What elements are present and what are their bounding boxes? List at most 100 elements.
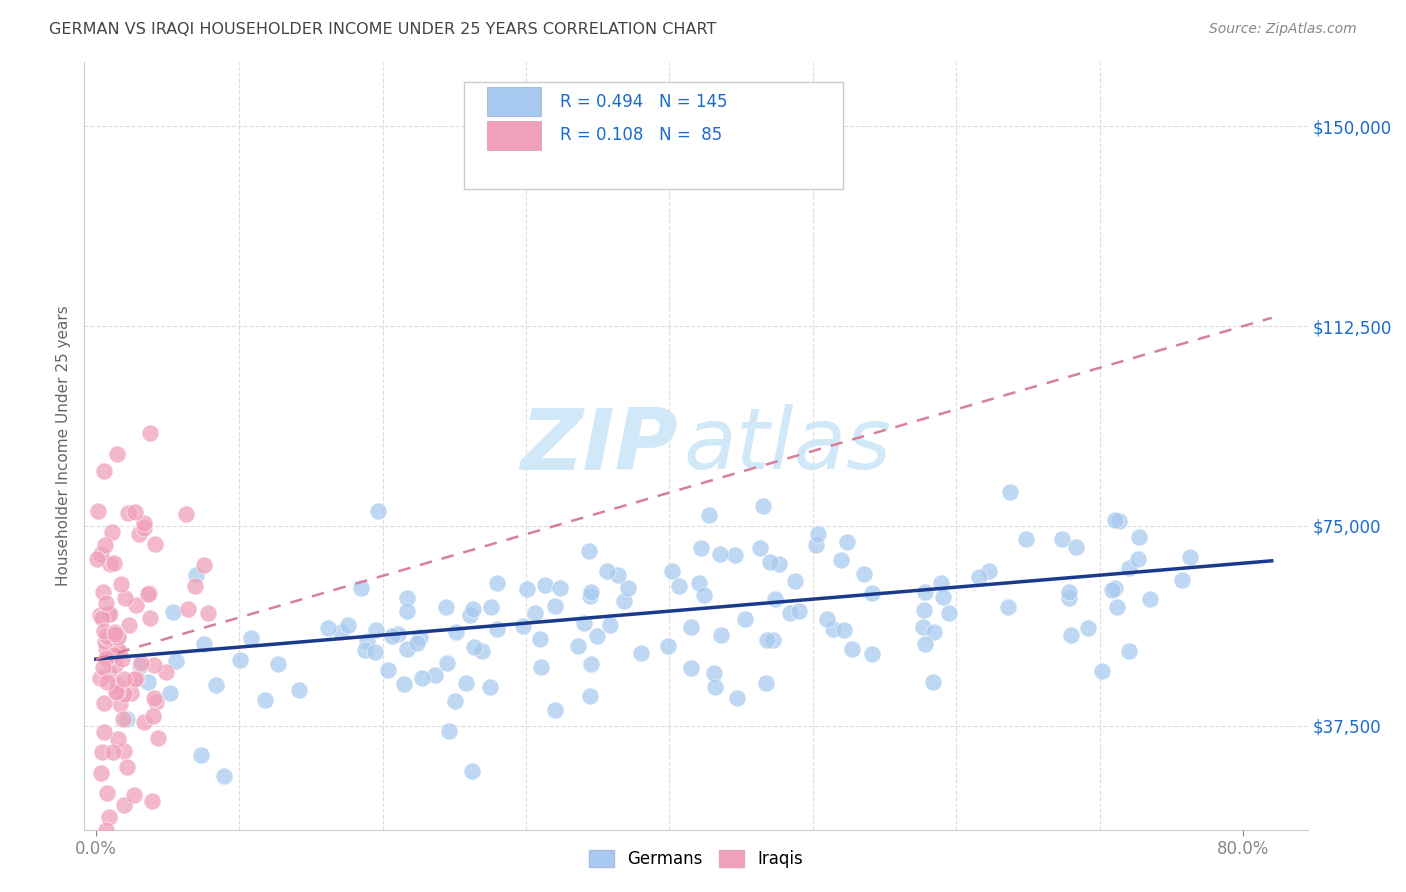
Point bbox=[1118, 561, 1140, 575]
Point bbox=[830, 552, 852, 566]
Point bbox=[165, 653, 187, 667]
Point bbox=[411, 671, 433, 685]
Point bbox=[785, 574, 807, 588]
Point bbox=[96, 822, 118, 837]
Point bbox=[356, 633, 378, 648]
Point bbox=[1059, 591, 1081, 606]
Point bbox=[96, 629, 118, 643]
Point bbox=[94, 597, 117, 611]
Point bbox=[544, 599, 567, 613]
Point bbox=[837, 535, 859, 549]
Point bbox=[110, 652, 132, 666]
Point bbox=[815, 612, 838, 626]
Point bbox=[436, 657, 458, 671]
Point bbox=[239, 631, 262, 645]
Point bbox=[97, 631, 120, 645]
Point bbox=[446, 624, 468, 639]
Point bbox=[114, 591, 136, 605]
Point bbox=[914, 637, 936, 651]
Point bbox=[533, 578, 555, 592]
Point bbox=[578, 544, 600, 558]
Point bbox=[145, 695, 167, 709]
Point bbox=[177, 602, 200, 616]
Text: atlas: atlas bbox=[683, 404, 891, 488]
Text: R = 0.494   N = 145: R = 0.494 N = 145 bbox=[560, 93, 728, 111]
Point bbox=[94, 538, 117, 552]
Point bbox=[266, 657, 288, 671]
Point bbox=[94, 651, 117, 665]
Point bbox=[330, 624, 353, 639]
Point bbox=[761, 633, 783, 648]
Point bbox=[461, 602, 484, 616]
Point bbox=[86, 551, 108, 566]
Point bbox=[463, 640, 485, 654]
Point bbox=[630, 646, 652, 660]
Point bbox=[93, 724, 115, 739]
Point bbox=[834, 623, 856, 637]
Point bbox=[91, 660, 114, 674]
Point bbox=[103, 648, 125, 663]
Point bbox=[98, 665, 121, 680]
Point bbox=[434, 599, 457, 614]
Point bbox=[703, 666, 725, 681]
Point bbox=[1180, 549, 1202, 564]
Point bbox=[387, 626, 409, 640]
Point bbox=[929, 576, 952, 591]
Point bbox=[1139, 592, 1161, 607]
Point bbox=[395, 604, 418, 618]
Point bbox=[1104, 513, 1126, 527]
Point bbox=[734, 612, 756, 626]
Point bbox=[1128, 530, 1150, 544]
Point bbox=[108, 644, 131, 658]
Point bbox=[768, 558, 790, 572]
Point bbox=[1108, 514, 1130, 528]
Point bbox=[396, 591, 419, 605]
Point bbox=[911, 620, 934, 634]
Point bbox=[124, 672, 146, 686]
Point bbox=[479, 681, 502, 695]
Point bbox=[548, 581, 571, 595]
Point bbox=[530, 659, 553, 673]
Point bbox=[90, 547, 112, 561]
Point bbox=[105, 684, 128, 698]
Point bbox=[544, 703, 567, 717]
Point bbox=[709, 547, 731, 561]
Point bbox=[336, 617, 359, 632]
Point bbox=[710, 628, 733, 642]
Point bbox=[112, 798, 135, 813]
Point bbox=[704, 681, 727, 695]
Point bbox=[128, 526, 150, 541]
Point bbox=[922, 675, 945, 690]
Point bbox=[107, 447, 129, 461]
Point bbox=[129, 659, 152, 673]
Point bbox=[586, 629, 609, 643]
Text: ZIP: ZIP bbox=[520, 404, 678, 488]
Point bbox=[139, 425, 162, 440]
Point bbox=[690, 541, 713, 555]
Point bbox=[471, 644, 494, 658]
Point bbox=[841, 642, 863, 657]
Point bbox=[89, 607, 111, 622]
Point bbox=[396, 641, 419, 656]
Point bbox=[567, 639, 589, 653]
Point bbox=[423, 667, 446, 681]
Point bbox=[579, 589, 602, 603]
Legend: Germans, Iraqis: Germans, Iraqis bbox=[582, 844, 810, 875]
Text: Source: ZipAtlas.com: Source: ZipAtlas.com bbox=[1209, 22, 1357, 37]
Point bbox=[124, 505, 146, 519]
Point bbox=[523, 606, 546, 620]
Point bbox=[197, 607, 219, 621]
Point bbox=[755, 676, 778, 690]
Point bbox=[997, 599, 1019, 614]
Point bbox=[688, 576, 710, 591]
Point bbox=[579, 585, 602, 599]
Point bbox=[408, 631, 430, 645]
Point bbox=[162, 605, 184, 619]
Point bbox=[354, 643, 377, 657]
Point bbox=[529, 632, 551, 646]
Point bbox=[146, 731, 169, 746]
Point bbox=[229, 653, 252, 667]
Point bbox=[481, 599, 503, 614]
Point bbox=[807, 526, 830, 541]
Point bbox=[406, 636, 429, 650]
